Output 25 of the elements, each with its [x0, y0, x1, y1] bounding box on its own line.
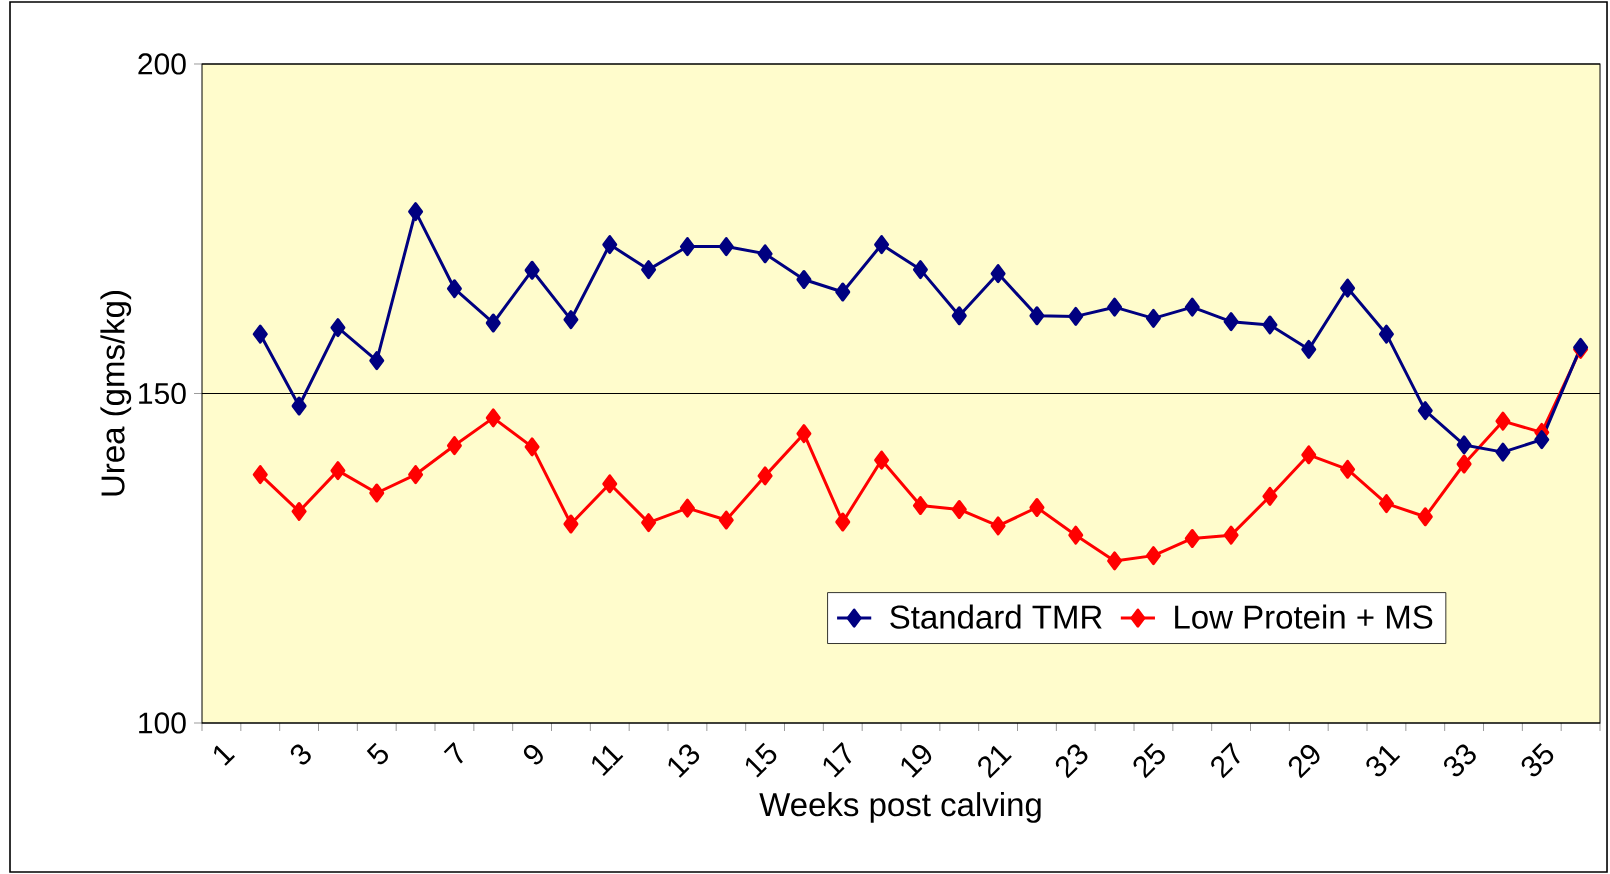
x-tick-label: 35	[1521, 742, 1554, 777]
legend-label: Low Protein + MS	[1175, 604, 1433, 629]
x-tick-label: 17	[823, 742, 852, 778]
y-tick-label: 100	[139, 712, 186, 734]
x-tick-label: 7	[443, 742, 463, 764]
y-axis-title: Urea (gms/kg)	[100, 291, 132, 496]
x-tick-label: 23	[1055, 744, 1088, 779]
x-tick-label: 11	[592, 745, 624, 776]
x-tick-label: 13	[668, 744, 700, 778]
x-tick-label: 19	[901, 744, 932, 778]
legend-label: Standard TMR	[890, 604, 1102, 629]
x-tick-label: 15	[745, 742, 777, 778]
x-tick-label: 3	[290, 744, 311, 765]
x-tick-label: 29	[1288, 744, 1320, 779]
x-tick-label: 25	[1133, 742, 1165, 779]
x-tick-label: 27	[1211, 742, 1240, 779]
y-tick-label: 200	[138, 53, 186, 75]
x-tick-label: 9	[523, 744, 543, 765]
x-tick-label: 5	[366, 742, 388, 765]
y-tick-label: 150	[139, 382, 186, 405]
x-tick-label: 1	[214, 745, 235, 766]
x-tick-label: 31	[1366, 745, 1401, 777]
x-tick-label: 21	[978, 745, 1012, 779]
x-tick-label: 33	[1444, 744, 1476, 777]
x-axis-title: Weeks post calving	[759, 792, 1041, 823]
